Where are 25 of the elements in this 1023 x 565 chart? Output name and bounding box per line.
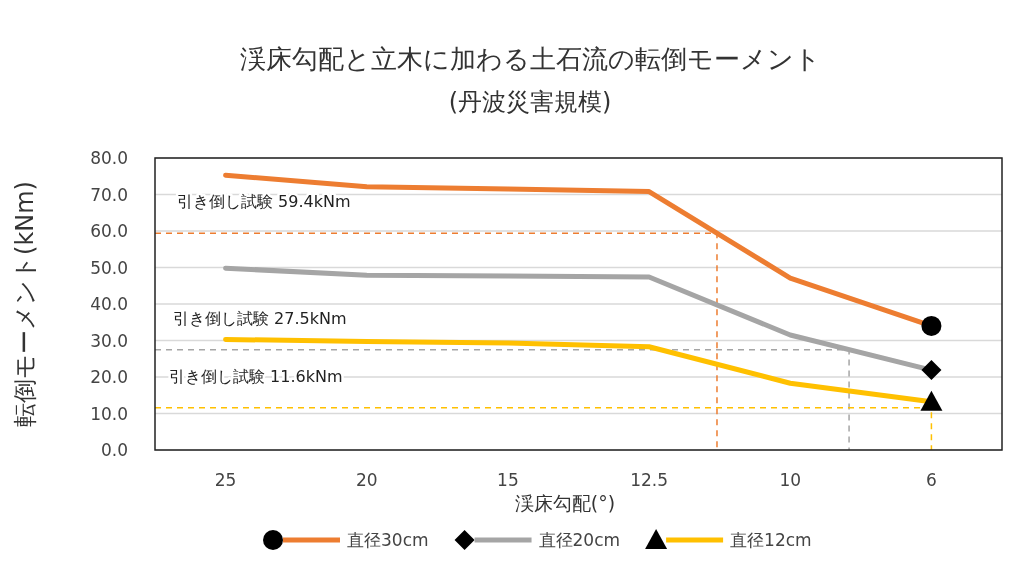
y-tick-label: 50.0 xyxy=(90,257,128,278)
ref-line-label: 引き倒し試験 59.4kNm xyxy=(177,192,351,212)
ref-line-label: 引き倒し試験 11.6kNm xyxy=(169,366,343,386)
y-tick-label: 60.0 xyxy=(90,221,128,241)
y-tick-label: 20.0 xyxy=(90,367,128,387)
y-tick-label: 40.0 xyxy=(90,294,128,314)
y-tick-label: 0.0 xyxy=(100,440,128,460)
y-tick-label: 70.0 xyxy=(90,184,128,205)
legend-label: 直径30cm xyxy=(347,530,429,550)
y-tick-label: 10.0 xyxy=(90,403,128,424)
x-tick-label: 12.5 xyxy=(630,470,669,490)
y-tick-label: 80.0 xyxy=(90,148,128,168)
x-axis-title: 渓床勾配(°) xyxy=(514,492,616,514)
y-axis-title: 転倒モーメント(kNm) xyxy=(11,181,39,427)
chart-subtitle: (丹波災害規模) xyxy=(448,88,612,116)
ref-line-label: 引き倒し試験 27.5kNm xyxy=(173,308,347,328)
x-tick-label: 15 xyxy=(497,470,519,490)
legend-label: 直径20cm xyxy=(538,530,621,550)
x-tick-label: 25 xyxy=(214,470,237,490)
y-tick-label: 30.0 xyxy=(90,330,128,351)
chart-title: 渓床勾配と立木に加わる土石流の転倒モーメント xyxy=(239,44,821,74)
x-tick-label: 6 xyxy=(926,470,937,490)
x-tick-label: 20 xyxy=(355,470,378,490)
x-tick-label: 10 xyxy=(779,470,802,490)
legend-label: 直径12cm xyxy=(730,530,812,550)
